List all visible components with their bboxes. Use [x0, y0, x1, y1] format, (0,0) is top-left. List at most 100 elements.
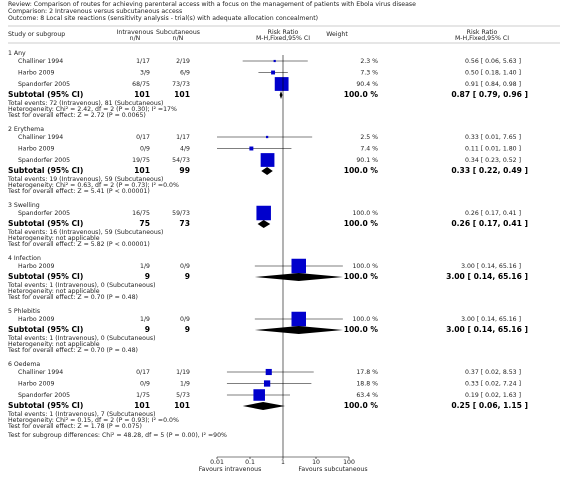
study-name: Spandorfer 2005 — [18, 81, 70, 88]
group-note: Test for overall effect: Z = 2.72 (P = 0… — [7, 112, 146, 119]
group-note: Heterogeneity: Chi² = 0.15, df = 2 (P = … — [8, 417, 179, 424]
col-rr-sub: M-H,Fixed,95% CI — [256, 35, 310, 42]
study-square — [253, 389, 265, 401]
int-count: 9 — [145, 272, 150, 281]
sub-count: 5/73 — [176, 392, 190, 399]
subtotal-name: Subtotal (95% CI) — [8, 166, 83, 175]
group-heading: 5 Phlebitis — [8, 308, 40, 315]
subtotal-diamond — [279, 91, 283, 99]
study-name: Challiner 1994 — [18, 134, 63, 141]
study-square — [265, 368, 272, 376]
col-weight: Weight — [326, 31, 348, 38]
int-count: 16/75 — [132, 210, 150, 217]
x-tick-label: 1 — [281, 459, 285, 466]
group-heading: 6 Oedema — [8, 361, 40, 368]
sub-count: 101 — [174, 90, 190, 99]
weight: 100.0 % — [344, 325, 379, 334]
study-name: Challiner 1994 — [18, 369, 63, 376]
study-name: Harbo 2009 — [18, 381, 54, 388]
weight: 100.0 % — [352, 263, 378, 270]
int-count: 68/75 — [132, 81, 150, 88]
subtotal-diamond — [261, 167, 273, 175]
rr-ci: 0.19 [ 0.02, 1.63 ] — [465, 392, 521, 399]
sub-count: 4/9 — [180, 146, 190, 153]
subtotal-name: Subtotal (95% CI) — [8, 401, 83, 410]
col-int-sub: n/N — [130, 35, 141, 42]
group-note: Total events: 1 (Intravenous), 0 (Subcut… — [7, 282, 156, 289]
study-square — [263, 380, 271, 387]
subtotal-name: Subtotal (95% CI) — [8, 272, 83, 281]
col-rr: Risk Ratio — [268, 29, 299, 36]
study-square — [291, 258, 306, 274]
x-tick-label: 10 — [312, 459, 320, 466]
sub-count: 0/9 — [180, 263, 190, 270]
int-count: 0/17 — [136, 369, 150, 376]
group-heading: 3 Swelling — [8, 202, 40, 209]
subtotal-name: Subtotal (95% CI) — [8, 90, 83, 99]
rr-ci: 0.25 [ 0.06, 1.15 ] — [451, 401, 528, 410]
study-name: Spandorfer 2005 — [18, 392, 70, 399]
study-square — [249, 146, 254, 151]
subtotal-name: Subtotal (95% CI) — [8, 219, 83, 228]
group-heading: 4 Infection — [8, 255, 41, 262]
int-count: 101 — [134, 401, 150, 410]
group-note: Test for overall effect: Z = 5.82 (P < 0… — [7, 241, 150, 248]
rr-ci: 0.33 [ 0.02, 7.24 ] — [465, 381, 521, 388]
study-square — [273, 59, 276, 63]
weight: 100.0 % — [344, 272, 379, 281]
weight: 17.8 % — [356, 369, 378, 376]
study-name: Harbo 2009 — [18, 316, 54, 323]
int-count: 101 — [134, 166, 150, 175]
rr-ci: 3.00 [ 0.14, 65.16 ] — [446, 325, 528, 334]
group-note: Total events: 1 (Intravenous), 0 (Subcut… — [7, 335, 156, 342]
col-sub-sub: n/N — [173, 35, 184, 42]
weight: 100.0 % — [344, 401, 379, 410]
subtotal-diamond — [254, 326, 343, 334]
int-count: 19/75 — [132, 157, 150, 164]
int-count: 1/9 — [140, 316, 150, 323]
rr-ci: 3.00 [ 0.14, 65.16 ] — [461, 263, 521, 270]
study-name: Challiner 1994 — [18, 58, 63, 65]
study-square — [260, 153, 275, 167]
sub-count: 1/17 — [176, 134, 190, 141]
rr-ci: 0.91 [ 0.84, 0.98 ] — [465, 81, 521, 88]
sub-count: 59/73 — [172, 210, 190, 217]
study-name: Harbo 2009 — [18, 146, 54, 153]
rr-ci: 0.26 [ 0.17, 0.41 ] — [465, 210, 521, 217]
weight: 7.4 % — [360, 146, 378, 153]
group-note: Test for overall effect: Z = 0.70 (P = 0… — [7, 294, 138, 301]
subtotal-diamond — [254, 273, 343, 281]
weight: 100.0 % — [344, 90, 379, 99]
weight: 100.0 % — [352, 316, 378, 323]
sub-count: 101 — [174, 401, 190, 410]
weight: 2.3 % — [360, 58, 378, 65]
int-count: 1/9 — [140, 263, 150, 270]
subtotal-name: Subtotal (95% CI) — [8, 325, 83, 334]
group-heading: 2 Erythema — [8, 126, 44, 133]
outcome: Outcome: 8 Local site reactions (sensiti… — [8, 15, 318, 22]
weight: 90.1 % — [356, 157, 378, 164]
rr-ci: 3.00 [ 0.14, 65.16 ] — [461, 316, 521, 323]
int-count: 1/75 — [136, 392, 150, 399]
study-name: Spandorfer 2005 — [18, 157, 70, 164]
subtotal-diamond — [242, 402, 286, 410]
sub-count: 1/19 — [176, 369, 190, 376]
review: Review: Comparison of routes for achievi… — [8, 1, 416, 8]
weight: 2.5 % — [360, 134, 378, 141]
weight: 90.4 % — [356, 81, 378, 88]
col-int: Intravenous — [117, 29, 154, 36]
int-count: 3/9 — [140, 70, 150, 77]
group-note: Total events: 19 (Intravenous), 59 (Subc… — [7, 176, 163, 183]
favours-right: Favours subcutaneous — [298, 466, 367, 473]
sub-count: 99 — [179, 166, 190, 175]
int-count: 0/9 — [140, 146, 150, 153]
subtotal-diamond — [257, 220, 271, 228]
group-note: Total events: 72 (Intravenous), 81 (Subc… — [7, 100, 163, 107]
weight: 63.4 % — [356, 392, 378, 399]
rr-ci: 0.37 [ 0.02, 8.53 ] — [465, 369, 521, 376]
int-count: 0/9 — [140, 381, 150, 388]
rr-ci: 3.00 [ 0.14, 65.16 ] — [446, 272, 528, 281]
x-tick-label: 0.1 — [245, 459, 255, 466]
x-tick-label: 100 — [343, 459, 355, 466]
weight: 100.0 % — [352, 210, 378, 217]
